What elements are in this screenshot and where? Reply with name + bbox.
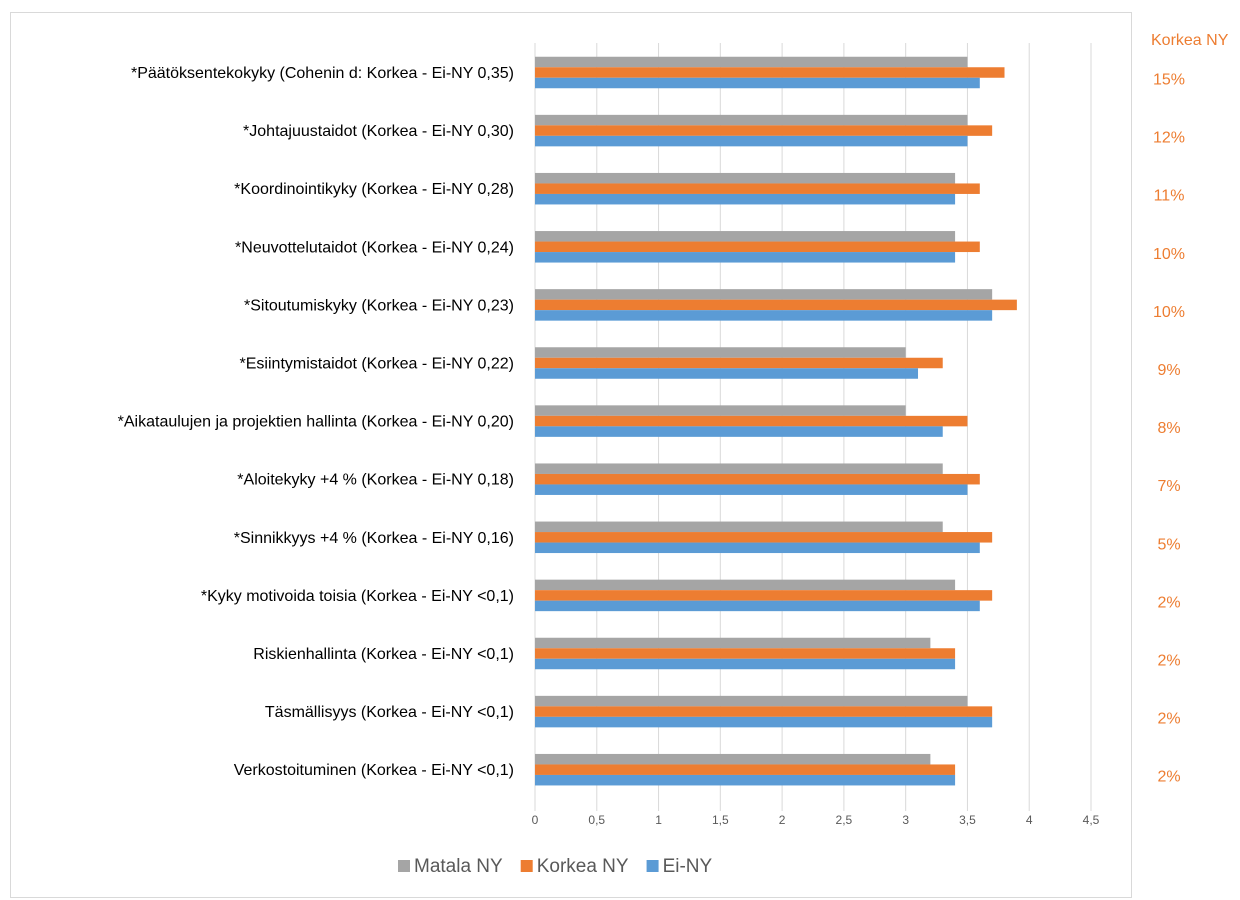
bar [535,426,943,437]
category-label: *Aikataulujen ja projektien hallinta (Ko… [118,414,514,431]
legend-label: Korkea NY [537,856,629,877]
category-label: *Neuvottelutaidot (Korkea - Ei-NY 0,24) [235,239,514,256]
category-label: *Koordinointikyky (Korkea - Ei-NY 0,28) [234,181,514,198]
bar [535,463,943,474]
bar [535,637,931,649]
bar [535,289,993,300]
legend-label: Matala NY [414,856,503,877]
bar [535,658,956,670]
bar [535,368,919,379]
bar [535,231,956,242]
bar [535,56,968,68]
side-annotation-value: 5% [1157,536,1180,553]
bar [535,590,993,601]
legend-label: Ei-NY [663,856,713,877]
bar [535,579,956,591]
category-label: *Johtajuustaidot (Korkea - Ei-NY 0,30) [243,123,514,140]
legend-swatch [520,860,533,872]
category-label: Täsmällisyys (Korkea - Ei-NY <0,1) [265,704,514,721]
bar [535,695,968,707]
side-annotation-value: 7% [1157,478,1180,495]
bar [535,125,993,136]
chart-area [10,12,1132,898]
category-label: *Aloitekyky +4 % (Korkea - Ei-NY 0,18) [237,472,514,489]
x-tick-label: 0 [532,813,539,827]
side-annotation-value: 10% [1153,246,1185,263]
side-annotation-value: 2% [1157,594,1180,611]
bar [535,77,980,89]
x-tick-label: 0,5 [588,813,605,827]
category-label: *Kyky motivoida toisia (Korkea - Ei-NY <… [201,588,514,605]
bar [535,347,906,358]
x-tick-label: 3 [902,813,909,827]
bar [535,600,980,612]
bar [535,473,980,485]
bar [535,405,906,416]
x-tick-label: 1,5 [712,813,729,827]
bar [535,648,956,659]
legend-swatch [398,860,410,872]
category-label: Riskienhallinta (Korkea - Ei-NY <0,1) [253,646,514,663]
side-annotation-value: 11% [1154,188,1185,205]
bar [535,706,993,717]
bar [535,241,980,253]
bar [535,183,980,194]
side-annotation-value: 2% [1157,769,1180,786]
x-tick-label: 4 [1026,813,1033,827]
bar [535,542,980,554]
side-annotation-value: 10% [1153,304,1185,321]
bar [535,252,956,263]
bar [535,415,968,427]
legend-swatch [646,860,659,872]
bar [535,716,993,728]
category-label: *Päätöksentekokyky (Cohenin d: Korkea - … [131,65,514,82]
bar [535,114,968,126]
x-tick-label: 2 [779,813,786,827]
side-annotation-title: Korkea NY [1151,32,1229,49]
bar [535,764,956,775]
bar [535,532,993,543]
bar [535,135,968,147]
side-annotation-value: 15% [1153,72,1185,89]
side-annotation-value: 9% [1157,362,1180,379]
bar [535,193,956,205]
side-annotation-value: 8% [1157,420,1180,437]
x-tick-label: 1 [655,813,662,827]
bar [535,310,993,321]
side-annotation-value: 12% [1153,130,1185,147]
bar [535,172,956,184]
category-label: *Sitoutumiskyky (Korkea - Ei-NY 0,23) [244,297,514,314]
side-annotation-value: 2% [1157,711,1180,728]
category-label: *Sinnikkyys +4 % (Korkea - Ei-NY 0,16) [234,530,514,547]
bar [535,299,1017,311]
bar [535,67,1005,78]
x-tick-label: 4,5 [1083,813,1100,827]
bar [535,357,943,369]
bar [535,774,956,786]
bar [535,521,943,533]
category-label: *Esiintymistaidot (Korkea - Ei-NY 0,22) [240,356,514,373]
side-annotation-value: 2% [1157,653,1180,670]
x-tick-label: 3,5 [959,813,976,827]
bar [535,753,931,765]
bar [535,484,968,495]
x-tick-label: 2,5 [836,813,853,827]
category-label: Verkostoituminen (Korkea - Ei-NY <0,1) [234,762,514,779]
